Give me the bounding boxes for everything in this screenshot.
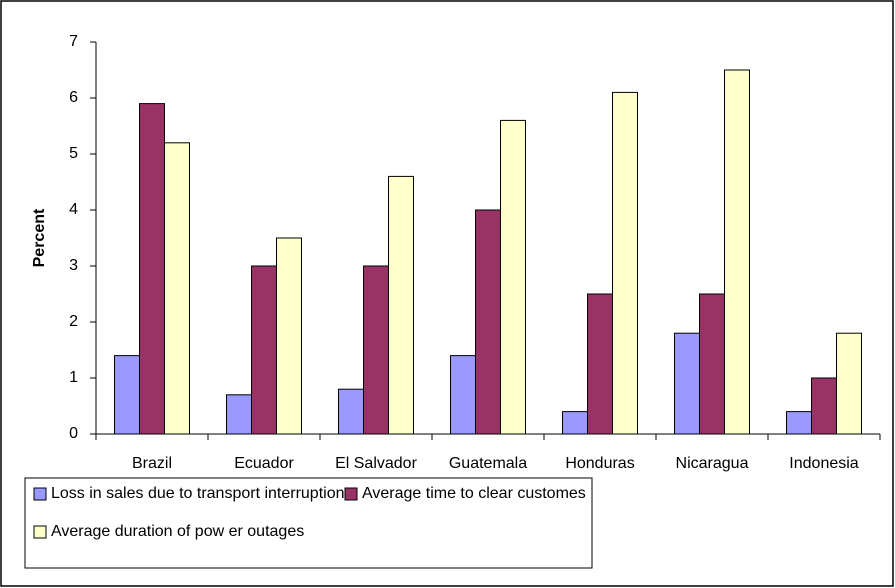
bar [724,69,750,435]
bar [139,103,165,435]
y-axis-label: Percent [31,208,48,267]
legend-box [24,477,593,569]
y-tick-label: 1 [69,369,78,386]
y-tick-label: 6 [69,89,78,106]
bar [811,377,837,435]
bar [338,388,364,435]
bar [251,265,277,435]
y-tick-label: 5 [69,145,78,162]
legend-label: Loss in sales due to transport interrupt… [51,485,353,502]
bar [475,209,501,435]
bar [363,265,389,435]
bar [114,355,140,435]
x-tick-label: El Salvador [335,455,417,472]
bar [836,332,862,435]
bar [674,332,700,435]
bar [388,175,414,435]
bar [587,293,613,435]
legend-swatch [33,525,47,539]
bar [562,411,588,435]
bar [164,142,190,435]
y-tick-label: 7 [69,33,78,50]
legend-swatch [33,487,47,501]
x-tick-label: Guatemala [449,455,527,472]
x-tick-label: Ecuador [234,455,294,472]
bar [612,91,638,435]
legend-swatch [344,487,358,501]
y-tick-label: 0 [69,425,78,442]
x-tick-label: Honduras [565,455,634,472]
y-tick-label: 2 [69,313,78,330]
bar [500,119,526,435]
x-tick-label: Nicaragua [676,455,749,472]
x-tick-label: Brazil [132,455,172,472]
bar [276,237,302,435]
y-tick-label: 4 [69,201,78,218]
y-tick-label: 3 [69,257,78,274]
legend-label: Average duration of pow er outages [51,523,304,540]
bar [699,293,725,435]
bar [786,411,812,435]
bar [226,394,252,435]
bar [450,355,476,435]
x-tick-label: Indonesia [789,455,858,472]
legend-label: Average time to clear customes [362,485,586,502]
